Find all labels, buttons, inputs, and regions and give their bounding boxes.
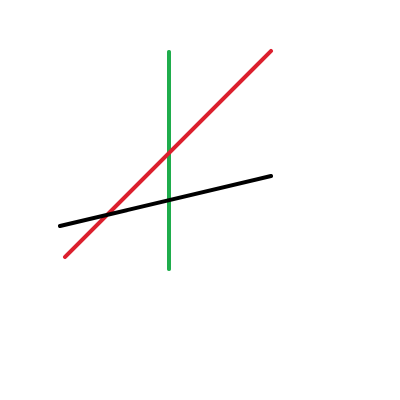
black-line: [58, 174, 273, 228]
red-line: [63, 49, 273, 259]
